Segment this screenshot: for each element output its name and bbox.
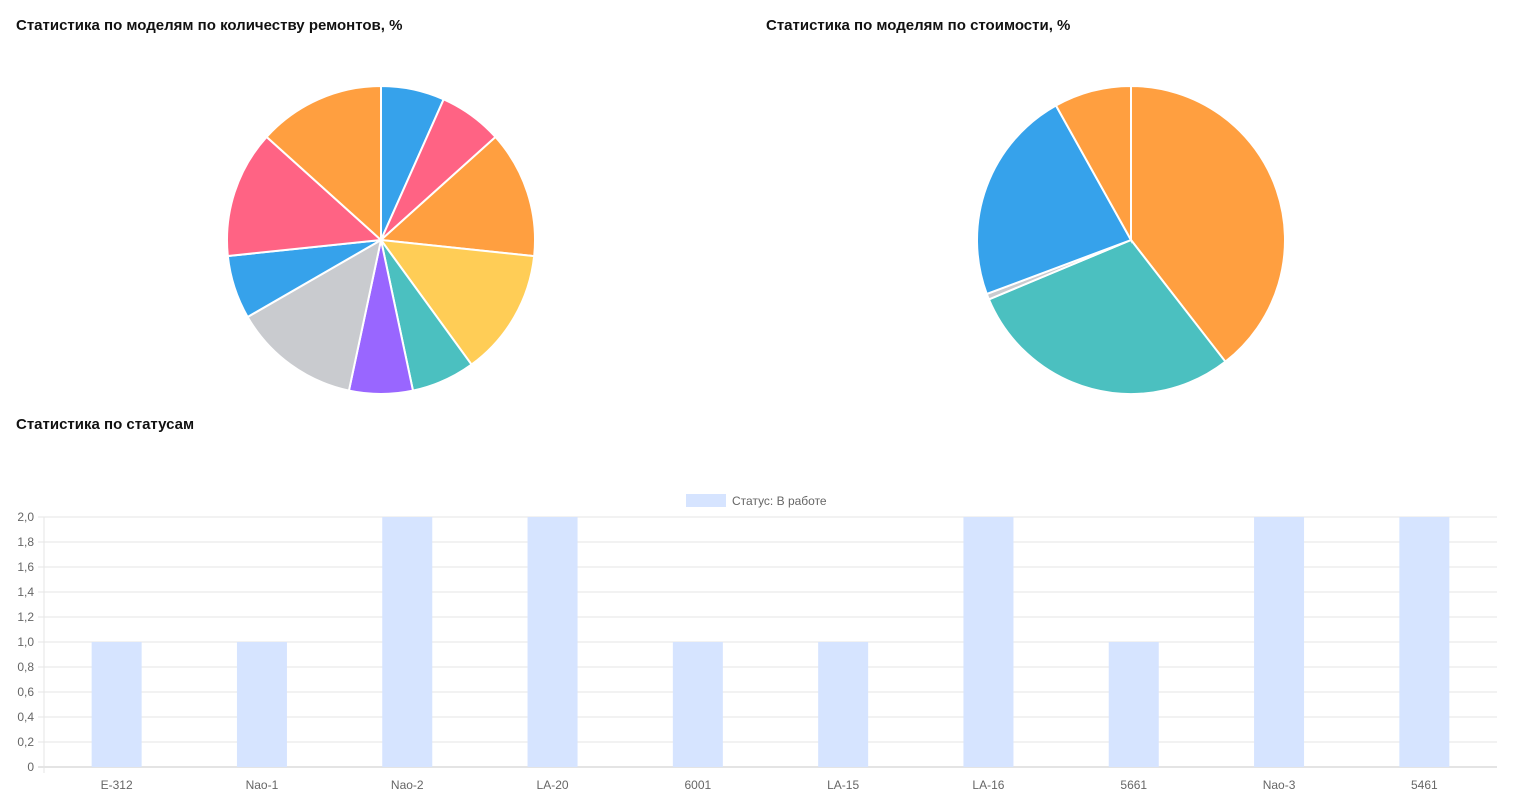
pie-cost-slice-4[interactable]	[1054, 84, 1132, 244]
x-tick-label: LA-16	[972, 778, 1004, 792]
pie-repairs-title: Статистика по моделям по количеству ремо…	[16, 17, 403, 34]
x-tick-label: LA-20	[537, 778, 569, 792]
bar-status-chart: 0 0,2 0,4 0,6 0,8 1,0 1,2 1,4 1,6 1,8 2,0 E-312 Nao-…	[17, 494, 1497, 792]
pie-repairs-slice-2[interactable]	[378, 135, 536, 258]
y-tick-label: 1,2	[17, 610, 34, 624]
x-tick-label: 6001	[684, 778, 711, 792]
y-tick-label: 0	[27, 760, 34, 774]
pie-repairs-slice-3[interactable]	[378, 238, 536, 366]
pie-cost-slice-0[interactable]	[1130, 84, 1286, 364]
bar-5461[interactable]	[1399, 517, 1450, 767]
pie-repairs-slice-8[interactable]	[226, 135, 384, 258]
y-tick-label: 1,0	[17, 635, 34, 649]
y-tick-label: 1,4	[17, 585, 34, 599]
bar-E-312[interactable]	[91, 642, 142, 767]
pie-cost-chart	[976, 84, 1286, 395]
bar-Nao-1[interactable]	[236, 642, 287, 767]
bar-status-title: Статистика по статусам	[16, 416, 195, 433]
x-tick-label: Nao-1	[246, 778, 279, 792]
y-tick-label: 0,2	[17, 735, 34, 749]
pie-cost-title: Статистика по моделям по стоимости, %	[766, 17, 1071, 34]
bar-Nao-2[interactable]	[382, 517, 433, 767]
y-tick-label: 2,0	[17, 510, 34, 524]
pie-repairs-slice-9[interactable]	[265, 84, 382, 243]
pie-cost-slice-3[interactable]	[976, 104, 1133, 296]
x-tick-label: 5461	[1411, 778, 1438, 792]
legend-label: Статус: В работе	[732, 494, 827, 508]
legend-item[interactable]: Статус: В работе	[686, 494, 827, 508]
pie-repairs-chart	[226, 84, 536, 395]
x-tick-label: Nao-2	[391, 778, 424, 792]
y-tick-label: 0,4	[17, 710, 34, 724]
y-tick-label: 0,6	[17, 685, 34, 699]
bar-6001[interactable]	[672, 642, 723, 767]
x-tick-label: LA-15	[827, 778, 859, 792]
x-tick-label: Nao-3	[1263, 778, 1296, 792]
pie-repairs-slice-6[interactable]	[246, 238, 383, 392]
bar-Nao-3[interactable]	[1254, 517, 1305, 767]
y-tick-label: 0,8	[17, 660, 34, 674]
bar-LA-20[interactable]	[527, 517, 578, 767]
pie-cost-slice-1[interactable]	[987, 238, 1227, 395]
legend-swatch	[686, 494, 726, 507]
bar-5661[interactable]	[1108, 642, 1159, 767]
y-tick-label: 1,8	[17, 535, 34, 549]
bar-LA-15[interactable]	[818, 642, 869, 767]
bar-LA-16[interactable]	[963, 517, 1014, 767]
y-tick-label: 1,6	[17, 560, 34, 574]
x-tick-label: E-312	[101, 778, 133, 792]
x-tick-label: 5661	[1120, 778, 1147, 792]
